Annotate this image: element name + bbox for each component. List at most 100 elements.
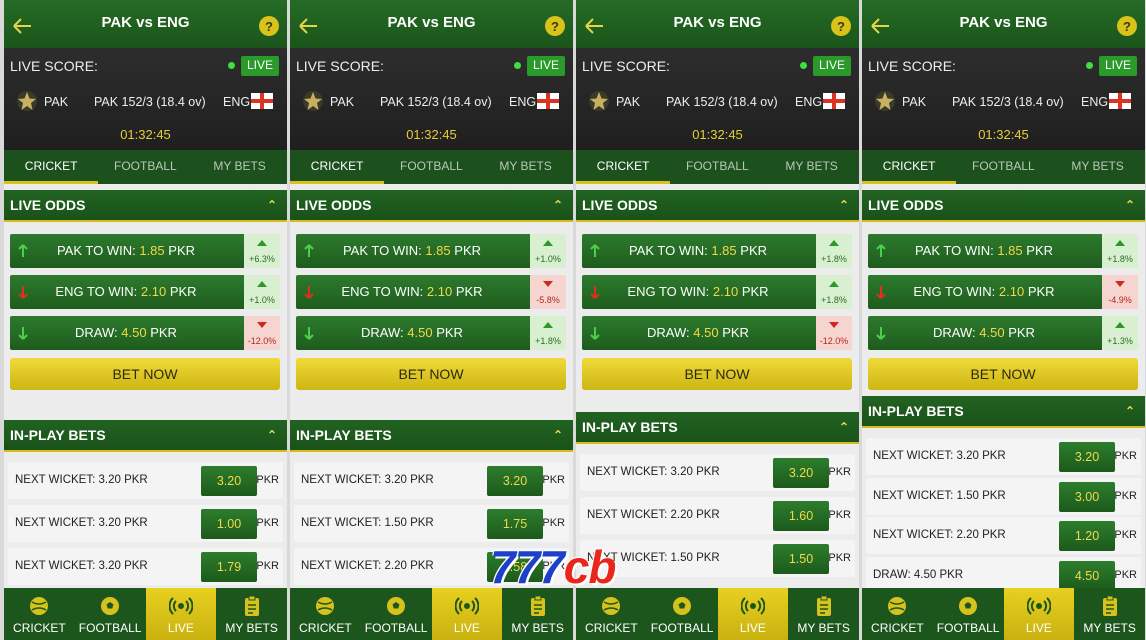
bet-odds-button[interactable]: 3.20 <box>487 466 543 496</box>
change-text: -4.9% <box>1108 295 1132 305</box>
bet-row: NEXT WICKET: 1.50 PKR 1.75 PKR <box>294 505 569 542</box>
nav-item[interactable]: CRICKET <box>4 588 75 640</box>
bet-odds-button[interactable]: 1.58 <box>487 552 543 582</box>
nav-icon <box>602 597 621 615</box>
odds-row[interactable]: PAK TO WIN: 1.85 PKR +1.8% <box>582 234 852 268</box>
odds-row[interactable]: DRAW: 4.50 PKR +1.8% <box>296 316 566 350</box>
live-score-label: LIVE SCORE: <box>582 58 670 74</box>
sport-tab[interactable]: CRICKET <box>4 150 99 184</box>
bet-odds-button[interactable]: 3.20 <box>773 458 829 488</box>
odds-row[interactable]: PAK TO WIN: 1.85 PKR +6.3% <box>10 234 280 268</box>
collapse-chevron: ⌃ <box>552 198 563 212</box>
nav-icon <box>673 597 692 615</box>
bet-label: NEXT WICKET: 1.50 PKR <box>587 552 720 564</box>
bet-odds-button[interactable]: 3.20 <box>201 466 257 496</box>
sport-tab[interactable]: MY BETS <box>785 159 838 173</box>
odds-row[interactable]: DRAW: 4.50 PKR -12.0% <box>10 316 280 350</box>
bet-odds-button[interactable]: 1.20 <box>1059 521 1115 551</box>
sport-tab[interactable]: MY BETS <box>213 159 266 173</box>
nav-label: MY BETS <box>1083 621 1136 635</box>
nav-item[interactable]: LIVE <box>717 588 789 640</box>
sport-tab[interactable]: FOOTBALL <box>114 159 177 173</box>
live-odds-header: LIVE ODDS ⌃ <box>290 190 573 222</box>
bet-odds-button[interactable]: 1.00 <box>201 509 257 539</box>
change-text: +1.8% <box>821 295 847 305</box>
bet-now-button[interactable]: BET NOW <box>296 358 566 390</box>
help-icon[interactable]: ? <box>259 16 279 36</box>
bet-unit: PKR <box>1114 450 1137 462</box>
sport-tab[interactable]: CRICKET <box>290 150 385 184</box>
nav-item[interactable]: LIVE <box>1003 588 1075 640</box>
back-arrow[interactable] <box>868 14 892 38</box>
help-icon[interactable]: ? <box>545 16 565 36</box>
odds-row[interactable]: ENG TO WIN: 2.10 PKR +1.0% <box>10 275 280 309</box>
bet-odds-button[interactable]: 1.79 <box>201 552 257 582</box>
section-title: LIVE ODDS <box>10 197 86 213</box>
nav-item[interactable]: LIVE <box>145 588 217 640</box>
nav-item[interactable]: LIVE <box>431 588 503 640</box>
nav-icon <box>101 597 120 615</box>
sport-tab[interactable]: MY BETS <box>499 159 552 173</box>
bet-odds-button[interactable]: 3.00 <box>1059 481 1115 512</box>
nav-icon <box>316 597 335 615</box>
help-icon[interactable]: ? <box>831 16 851 36</box>
odds-change: -4.9% <box>1102 275 1138 309</box>
header-title: PAK vs ENG <box>673 14 762 31</box>
back-arrow[interactable] <box>296 14 320 38</box>
nav-item[interactable]: CRICKET <box>862 588 933 640</box>
bet-label: NEXT WICKET: 3.20 PKR <box>15 517 148 529</box>
sport-tab[interactable]: FOOTBALL <box>400 159 463 173</box>
nav-item[interactable]: FOOTBALL <box>75 588 146 640</box>
help-icon[interactable]: ? <box>1117 16 1137 36</box>
trend-arrow <box>590 244 600 257</box>
bet-row: NEXT WICKET: 3.20 PKR 3.20 PKR <box>866 438 1141 475</box>
live-score-label: LIVE SCORE: <box>296 58 384 74</box>
nav-item[interactable]: CRICKET <box>290 588 361 640</box>
nav-item[interactable]: FOOTBALL <box>933 588 1004 640</box>
bet-now-button[interactable]: BET NOW <box>868 358 1138 390</box>
odds-market: PAK TO WIN: <box>56 243 136 258</box>
bet-odds-button[interactable]: 4.50 <box>1059 560 1115 591</box>
odds-row[interactable]: PAK TO WIN: 1.85 PKR +1.0% <box>296 234 566 268</box>
bet-label: NEXT WICKET: 3.20 PKR <box>301 474 434 486</box>
sport-tabs: CRICKET FOOTBALL MY BETS <box>576 150 859 184</box>
change-text: +1.8% <box>1107 254 1133 264</box>
nav-item[interactable]: MY BETS <box>502 588 573 640</box>
nav-item[interactable]: FOOTBALL <box>647 588 718 640</box>
odds-market: ENG TO WIN: <box>913 284 996 299</box>
bet-odds-button[interactable]: 1.50 <box>773 544 829 574</box>
odds-row[interactable]: DRAW: 4.50 PKR +1.3% <box>868 316 1138 350</box>
sport-tab[interactable]: CRICKET <box>576 150 671 184</box>
bet-now-button[interactable]: BET NOW <box>582 358 852 390</box>
nav-item[interactable]: MY BETS <box>216 588 287 640</box>
odds-row[interactable]: ENG TO WIN: 2.10 PKR -4.9% <box>868 275 1138 309</box>
odds-row[interactable]: ENG TO WIN: 2.10 PKR -5.8% <box>296 275 566 309</box>
bottom-nav: CRICKET FOOTBALL LIVE MY BETS <box>4 588 287 640</box>
bet-row: NEXT WICKET: 1.50 PKR 1.50 PKR <box>580 540 855 577</box>
nav-label: LIVE <box>1025 621 1052 635</box>
nav-icon <box>454 597 479 615</box>
change-triangle <box>257 240 267 246</box>
nav-item[interactable]: MY BETS <box>1074 588 1145 640</box>
back-arrow[interactable] <box>582 14 606 38</box>
bet-now-button[interactable]: BET NOW <box>10 358 280 390</box>
back-arrow[interactable] <box>10 14 34 38</box>
odds-row[interactable]: ENG TO WIN: 2.10 PKR +1.8% <box>582 275 852 309</box>
header-title: PAK vs ENG <box>387 14 476 31</box>
bet-odds-button[interactable]: 1.75 <box>487 509 543 539</box>
sport-tab[interactable]: CRICKET <box>862 150 957 184</box>
trend-arrow <box>18 244 28 257</box>
nav-item[interactable]: MY BETS <box>788 588 859 640</box>
odds-row[interactable]: DRAW: 4.50 PKR -12.0% <box>582 316 852 350</box>
nav-item[interactable]: FOOTBALL <box>361 588 432 640</box>
nav-icon <box>959 597 978 615</box>
sport-tab[interactable]: FOOTBALL <box>686 159 749 173</box>
live-odds-header: LIVE ODDS ⌃ <box>576 190 859 222</box>
sport-tab[interactable]: FOOTBALL <box>972 159 1035 173</box>
bet-odds-button[interactable]: 1.60 <box>773 501 829 531</box>
sport-tab[interactable]: MY BETS <box>1071 159 1124 173</box>
odds-row[interactable]: PAK TO WIN: 1.85 PKR +1.8% <box>868 234 1138 268</box>
bet-odds-button[interactable]: 3.20 <box>1059 442 1115 472</box>
bet-unit: PKR <box>1114 529 1137 541</box>
nav-item[interactable]: CRICKET <box>576 588 647 640</box>
